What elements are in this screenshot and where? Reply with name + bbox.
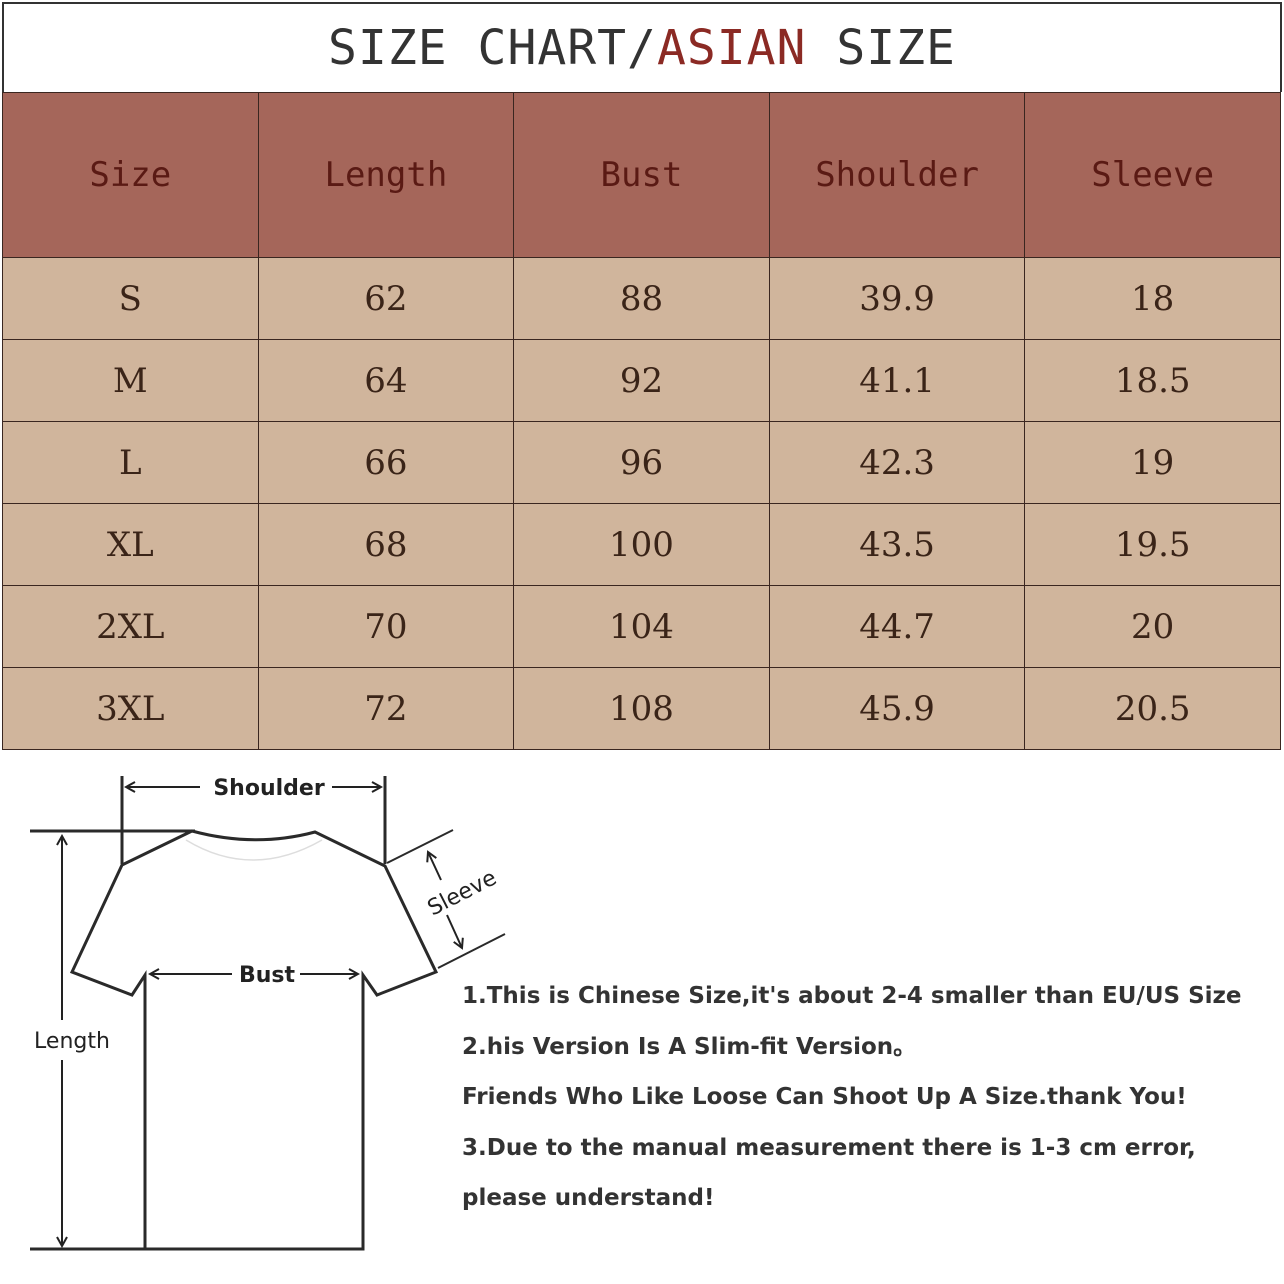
title-text-end: SIZE	[806, 20, 956, 76]
header-shoulder: Shoulder	[768, 92, 1026, 258]
cell-size: S	[2, 257, 259, 340]
cell-sleeve: 18	[1024, 257, 1281, 340]
title-text: SIZE CHART/	[328, 20, 657, 76]
title-accent: ASIAN	[656, 20, 807, 76]
note-1: 1.This is Chinese Size,it's about 2-4 sm…	[462, 983, 1242, 1009]
cell-sleeve: 20	[1024, 585, 1281, 668]
size-table: Size Length Bust Shoulder Sleeve S 62 88 39…	[2, 92, 1281, 750]
table-row: M 64 92 41.1 18.5	[2, 339, 1281, 422]
cell-size: 3XL	[2, 667, 259, 750]
note-5: please understand!	[462, 1185, 715, 1211]
cell-shoulder: 41.1	[768, 339, 1026, 422]
note-3: Friends Who Like Loose Can Shoot Up A Si…	[462, 1084, 1187, 1110]
cell-length: 72	[257, 667, 515, 750]
cell-shoulder: 45.9	[768, 667, 1026, 750]
table-row: XL 68 100 43.5 19.5	[2, 503, 1281, 586]
length-label: Length	[34, 1029, 110, 1054]
cell-bust: 108	[513, 667, 770, 750]
cell-shoulder: 42.3	[768, 421, 1026, 504]
sleeve-label: Sleeve	[424, 866, 501, 922]
cell-bust: 100	[513, 503, 770, 586]
cell-bust: 92	[513, 339, 770, 422]
cell-shoulder: 43.5	[768, 503, 1026, 586]
sleeve-arrow-bottom	[446, 914, 462, 948]
cell-length: 68	[257, 503, 515, 586]
cell-size: L	[2, 421, 259, 504]
cell-sleeve: 18.5	[1024, 339, 1281, 422]
cell-length: 62	[257, 257, 515, 340]
header-sleeve: Sleeve	[1024, 92, 1281, 258]
header-size: Size	[2, 92, 259, 258]
cell-bust: 88	[513, 257, 770, 340]
note-4: 3.Due to the manual measurement there is…	[462, 1134, 1196, 1161]
cell-sleeve: 19	[1024, 421, 1281, 504]
tshirt-outline	[69, 829, 439, 1251]
note-2: 2.his Version Is A Slim-fit Version。	[462, 1033, 917, 1060]
shoulder-label: Shoulder	[213, 776, 324, 801]
chart-title: SIZE CHART/ASIAN SIZE	[2, 2, 1282, 92]
cell-shoulder: 44.7	[768, 585, 1026, 668]
notes: 1.This is Chinese Size,it's about 2-4 sm…	[462, 978, 1242, 1231]
bust-label: Bust	[239, 963, 296, 988]
header-bust: Bust	[513, 92, 770, 258]
cell-sleeve: 19.5	[1024, 503, 1281, 586]
cell-shoulder: 39.9	[768, 257, 1026, 340]
cell-size: 2XL	[2, 585, 259, 668]
table-row: S 62 88 39.9 18	[2, 257, 1281, 340]
header-length: Length	[257, 92, 515, 258]
table-row: L 66 96 42.3 19	[2, 421, 1281, 504]
table-row: 3XL 72 108 45.9 20.5	[2, 667, 1281, 750]
cell-length: 70	[257, 585, 515, 668]
cell-bust: 104	[513, 585, 770, 668]
cell-bust: 96	[513, 421, 770, 504]
sleeve-arrow-top	[428, 852, 442, 881]
cell-length: 66	[257, 421, 515, 504]
cell-size: M	[2, 339, 259, 422]
cell-sleeve: 20.5	[1024, 667, 1281, 750]
header-row: Size Length Bust Shoulder Sleeve	[2, 92, 1281, 258]
table-row: 2XL 70 104 44.7 20	[2, 585, 1281, 668]
